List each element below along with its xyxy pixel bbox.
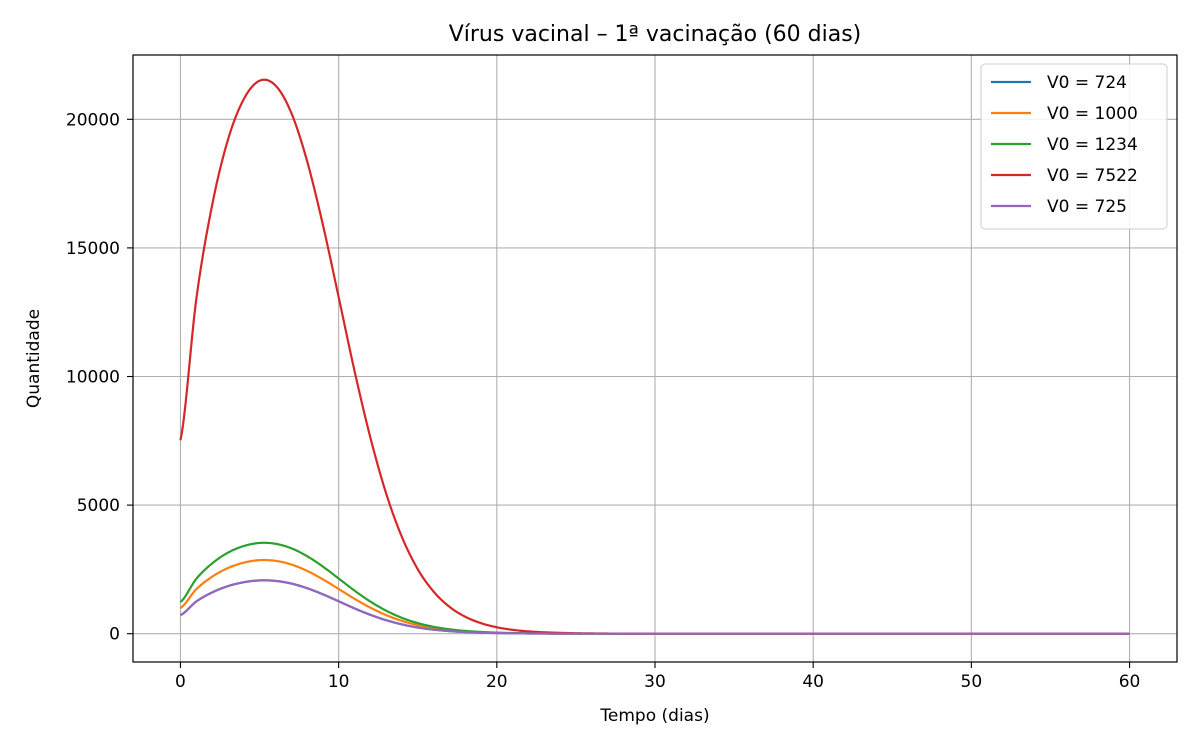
- legend-entry: V0 = 725: [1047, 197, 1127, 217]
- x-tick-label: 40: [802, 672, 824, 692]
- y-axis-label: Quantidade: [24, 309, 44, 408]
- y-tick-label: 5000: [77, 496, 120, 516]
- x-tick-label: 0: [175, 672, 186, 692]
- axis-ticks: 0 10 20 30 40 50 60 0 5000 10000 15000 20000: [66, 110, 1140, 692]
- x-tick-label: 10: [328, 672, 350, 692]
- y-tick-label: 0: [109, 625, 120, 645]
- x-tick-label: 50: [961, 672, 983, 692]
- series-lines: [179, 78, 1130, 635]
- x-tick-label: 60: [1119, 672, 1141, 692]
- legend-box: [980, 63, 1168, 230]
- legend-entry: V0 = 1234: [1047, 135, 1138, 155]
- series-line-v0-725: [179, 579, 1130, 635]
- grid: [133, 55, 1177, 662]
- legend: V0 = 724 V0 = 1000 V0 = 1234 V0 = 7522 V0 = …: [980, 63, 1168, 230]
- chart-title: Vírus vacinal – 1ª vacinação (60 dias): [449, 22, 862, 47]
- y-tick-label: 10000: [66, 368, 120, 388]
- x-tick-label: 20: [486, 672, 508, 692]
- y-tick-label: 20000: [66, 110, 120, 130]
- legend-entry: V0 = 1000: [1047, 104, 1138, 124]
- y-tick-label: 15000: [66, 239, 120, 259]
- legend-entry: V0 = 724: [1047, 73, 1127, 93]
- legend-entry: V0 = 7522: [1047, 166, 1138, 186]
- x-axis-label: Tempo (dias): [599, 706, 709, 726]
- x-tick-label: 30: [644, 672, 666, 692]
